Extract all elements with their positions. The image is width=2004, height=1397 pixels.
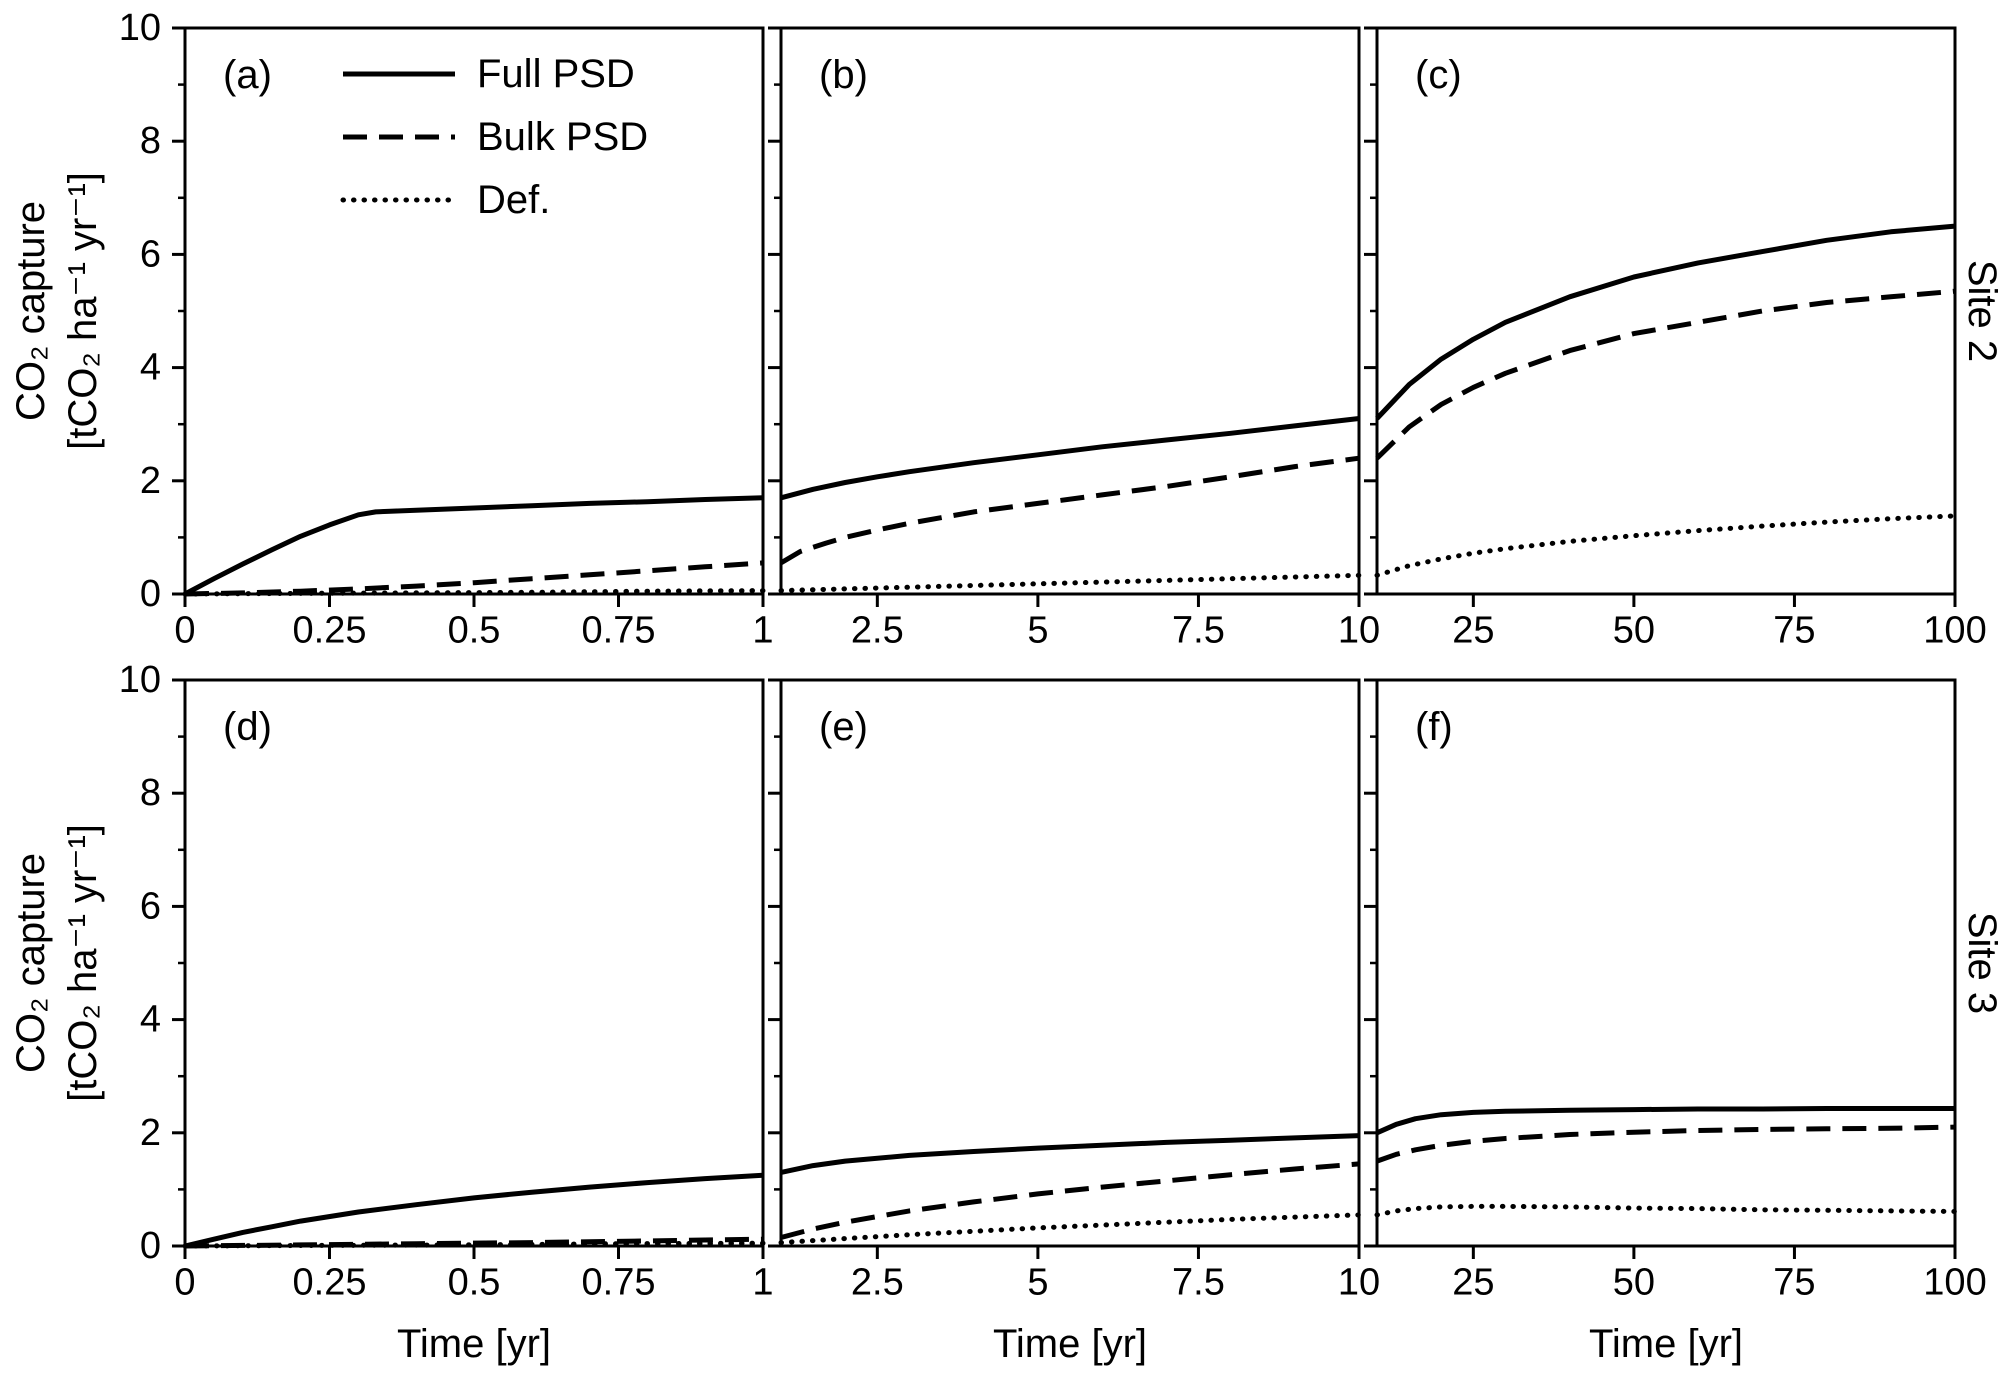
x-tick-label: 7.5 [1172,609,1225,651]
x-tick-label: 0.75 [582,609,656,651]
panel-letter-a: (a) [223,53,272,97]
x-tick-label: 0.25 [293,609,367,651]
y-tick-label: 10 [119,7,161,49]
series-line-dotted [1374,1203,1958,1218]
x-tick-label: 100 [1923,609,1986,651]
x-tick-label: 2.5 [851,1261,904,1303]
panel-letter-b: (b) [819,53,868,97]
legend: Full PSD Bulk PSD Def. [340,52,648,222]
series-line-solid [1375,223,1956,421]
series-line-dotted [1374,513,1958,578]
y-axis-label-line2: [tCO₂ ha⁻¹ yr⁻¹] [61,172,105,450]
x-tick-label: 75 [1773,609,1815,651]
panel-letter-d: (d) [223,705,272,749]
y-axis-label-line1: CO₂ capture [9,200,53,422]
series-line-dashed [780,1161,1360,1240]
series-line-solid [780,1133,1360,1175]
series-line-dashed [1376,1124,1956,1164]
y-tick-label: 8 [140,772,161,814]
x-tick-label: 0 [174,609,195,651]
site-label-site2: Site 2 [1960,259,2004,363]
x-tick-label: 0.25 [293,1261,367,1303]
x-tick-label: 2.5 [851,609,904,651]
series-line-solid [1375,1106,1955,1136]
x-tick-label: 10 [1338,1261,1380,1303]
x-tick-label: 0.5 [448,609,501,651]
panel-frame [779,26,1361,596]
y-tick-label: 4 [140,999,161,1041]
x-tick-label: 0.75 [582,1261,656,1303]
x-tick-label: 0.5 [448,1261,501,1303]
panel-frame [1375,26,1957,596]
x-tick-label: 50 [1613,1261,1655,1303]
x-tick-label: 5 [1027,1261,1048,1303]
series-line-dotted [778,1212,1362,1246]
panel-letter-f: (f) [1415,705,1453,749]
x-tick-label: 5 [1027,609,1048,651]
x-tick-label: 0 [174,1261,195,1303]
x-tick-label: 1 [752,1261,773,1303]
y-tick-label: 6 [140,233,161,275]
x-tick-label: 7.5 [1172,1261,1225,1303]
panel-frame [1375,678,1957,1248]
legend-label-dashed: Bulk PSD [477,115,648,159]
panel-letter-c: (c) [1415,53,1462,97]
x-tick-label: 25 [1452,1261,1494,1303]
y-axis-label-row2: CO₂ capture [tCO₂ ha⁻¹ yr⁻¹] [5,663,115,1263]
series-line-dashed [779,455,1360,566]
y-tick-label: 10 [119,659,161,701]
panel-b: 2.5 5 7.5 10 (b) [768,26,1380,651]
panel-c: 25 50 75 100 (c) [1364,26,1987,651]
series-line-dashed [184,1236,764,1249]
x-tick-label: 1 [752,609,773,651]
series-line-dashed [1375,288,1956,460]
panel-f: 25 50 75 100 (f) [1364,678,1987,1303]
panel-e: 2.5 5 7.5 10 (e) [768,678,1380,1303]
y-tick-label: 6 [140,885,161,927]
series-line-solid [183,495,764,597]
x-axis-label-col2: Time [yr] [992,1322,1148,1366]
y-tick-label: 2 [140,460,161,502]
x-tick-label: 25 [1452,609,1494,651]
series-line-solid [184,1172,764,1249]
x-tick-label: 10 [1338,609,1380,651]
x-axis-label-col3: Time [yr] [1588,1322,1744,1366]
y-tick-label: 0 [140,573,161,615]
panel-letter-e: (e) [819,705,868,749]
site-label-site3: Site 3 [1960,911,2004,1015]
y-tick-label: 0 [140,1225,161,1267]
panel-frame [183,678,765,1248]
legend-label-dotted: Def. [477,178,550,222]
x-axis-label-col1: Time [yr] [396,1322,552,1366]
y-tick-label: 8 [140,120,161,162]
y-tick-label: 2 [140,1112,161,1154]
x-tick-label: 50 [1613,609,1655,651]
series-line-dashed [184,560,764,597]
y-axis-label-row1: CO₂ capture [tCO₂ ha⁻¹ yr⁻¹] [5,11,115,611]
legend-label-solid: Full PSD [477,52,635,96]
y-axis-label-line1: CO₂ capture [9,852,53,1074]
y-tick-label: 4 [140,347,161,389]
series-line-dotted [778,572,1362,594]
series-line-solid [780,416,1360,501]
y-axis-label-line2: [tCO₂ ha⁻¹ yr⁻¹] [61,824,105,1102]
x-tick-label: 75 [1773,1261,1815,1303]
x-tick-label: 100 [1923,1261,1986,1303]
